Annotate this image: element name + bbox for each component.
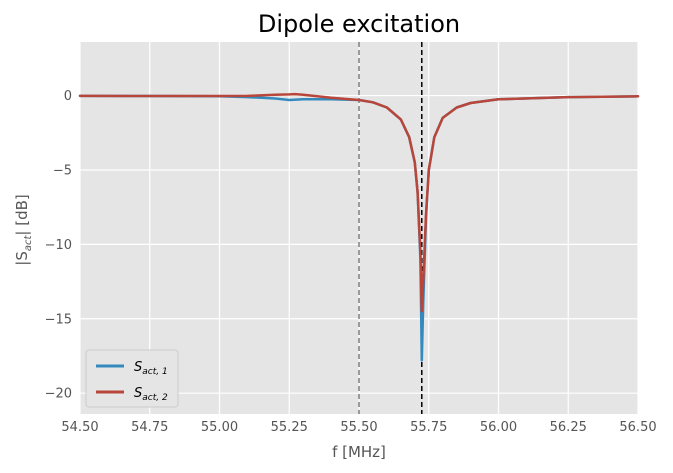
y-axis-label-tail: | [dB] xyxy=(13,194,31,235)
x-tick-label: 54.50 xyxy=(61,420,98,435)
legend-label-series-2: Sact, 2 xyxy=(134,386,168,403)
legend: Sact, 1 Sact, 2 xyxy=(85,349,179,408)
y-tick-label: −10 xyxy=(45,238,72,253)
x-tick-label: 56.00 xyxy=(480,420,517,435)
y-tick-label: 0 xyxy=(64,89,72,104)
x-tick-label: 55.50 xyxy=(340,420,377,435)
x-tick-label: 54.75 xyxy=(131,420,168,435)
y-tick-label: −20 xyxy=(45,387,72,402)
x-tick-label: 55.25 xyxy=(271,420,308,435)
y-axis-label: |Sact| [dB] xyxy=(13,194,34,265)
x-axis-label: f [MHz] xyxy=(332,443,386,461)
y-tick-label: −5 xyxy=(53,163,72,178)
y-axis-label-main: |S xyxy=(13,251,31,266)
y-axis-label-sub: act xyxy=(23,235,34,252)
x-tick-label: 55.75 xyxy=(410,420,447,435)
chart-title: Dipole excitation xyxy=(258,10,460,38)
x-tick-label: 55.00 xyxy=(201,420,238,435)
legend-label-series-1: Sact, 1 xyxy=(134,360,168,377)
series-line-2 xyxy=(78,92,640,313)
x-tick-label: 56.50 xyxy=(619,420,656,435)
y-tick-label: −15 xyxy=(45,312,72,327)
x-tick-label: 56.25 xyxy=(550,420,587,435)
